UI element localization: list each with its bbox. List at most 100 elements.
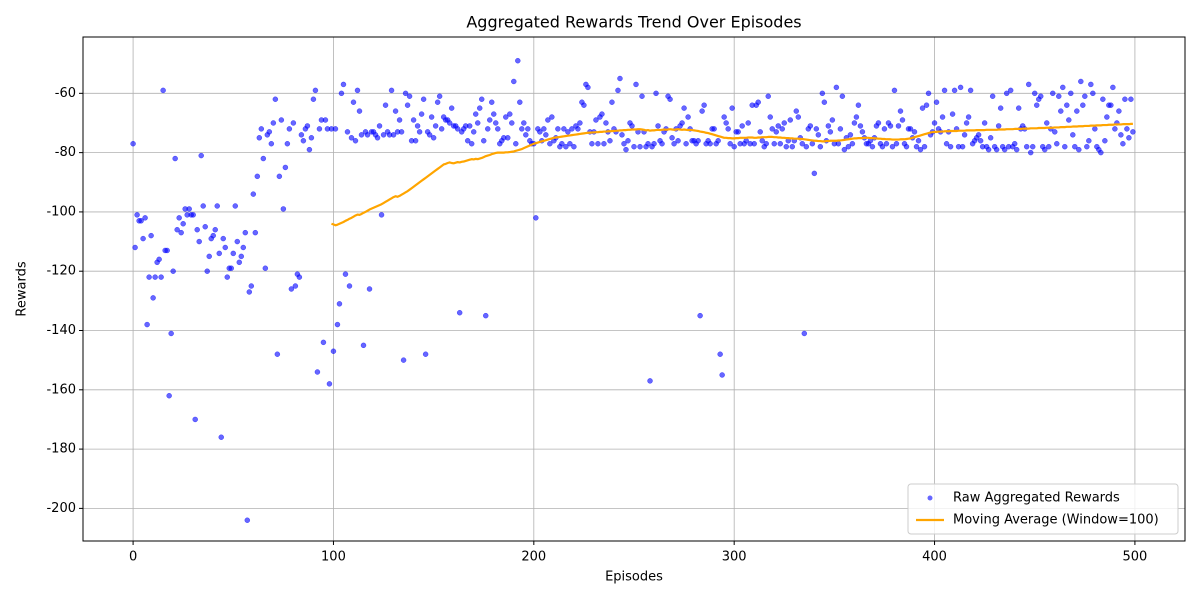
data-point bbox=[683, 140, 689, 147]
data-point bbox=[495, 126, 501, 132]
data-point bbox=[344, 129, 351, 135]
data-point bbox=[130, 140, 136, 147]
data-point bbox=[857, 123, 864, 129]
data-point bbox=[679, 120, 685, 126]
data-point bbox=[296, 274, 303, 280]
data-point bbox=[803, 143, 810, 150]
data-point bbox=[338, 90, 345, 97]
data-point bbox=[198, 152, 204, 159]
data-point bbox=[246, 289, 253, 295]
data-point bbox=[1076, 146, 1082, 153]
data-point bbox=[601, 140, 607, 147]
data-point bbox=[306, 146, 313, 153]
data-point bbox=[310, 96, 317, 103]
data-point bbox=[482, 312, 489, 319]
data-point bbox=[619, 132, 625, 138]
data-point bbox=[575, 126, 581, 132]
data-point bbox=[272, 96, 279, 103]
data-point bbox=[158, 274, 164, 280]
data-point bbox=[833, 84, 840, 91]
data-point bbox=[881, 126, 888, 132]
data-point bbox=[549, 114, 555, 120]
data-point bbox=[623, 146, 629, 153]
data-point bbox=[280, 206, 287, 212]
data-point bbox=[893, 140, 900, 147]
data-point bbox=[721, 114, 727, 120]
data-point bbox=[486, 117, 493, 123]
data-point bbox=[787, 117, 794, 123]
data-point bbox=[1120, 140, 1126, 147]
data-point bbox=[288, 286, 295, 292]
data-point bbox=[164, 247, 170, 254]
data-point bbox=[987, 135, 994, 141]
data-point bbox=[719, 372, 725, 378]
data-point bbox=[567, 140, 573, 147]
legend-label: Moving Average (Window=100) bbox=[953, 513, 1159, 528]
data-point bbox=[156, 256, 162, 263]
legend-swatch bbox=[927, 495, 933, 501]
data-point bbox=[1070, 132, 1076, 138]
data-point bbox=[382, 102, 389, 108]
data-point bbox=[1046, 143, 1052, 150]
data-point bbox=[633, 81, 639, 88]
data-point bbox=[398, 129, 405, 135]
legend-label: Raw Aggregated Rewards bbox=[953, 491, 1120, 506]
data-point bbox=[436, 93, 443, 100]
legend-box bbox=[907, 483, 1179, 535]
data-point bbox=[1007, 87, 1014, 94]
data-point bbox=[456, 309, 463, 316]
data-point bbox=[609, 99, 615, 105]
data-point bbox=[695, 138, 701, 144]
data-point bbox=[993, 146, 1000, 153]
data-point bbox=[390, 132, 397, 138]
data-point bbox=[621, 140, 627, 147]
data-point bbox=[1074, 108, 1080, 114]
data-point bbox=[388, 87, 395, 94]
data-point bbox=[286, 126, 293, 132]
data-point bbox=[731, 143, 737, 150]
x-tick-label: 100 bbox=[321, 550, 346, 565]
data-point bbox=[334, 321, 341, 328]
data-point bbox=[340, 81, 347, 88]
data-point bbox=[420, 96, 427, 103]
data-point bbox=[883, 140, 890, 147]
data-point bbox=[492, 120, 499, 126]
data-point bbox=[779, 126, 786, 132]
data-point bbox=[503, 114, 509, 120]
data-point bbox=[509, 120, 515, 126]
data-point bbox=[933, 99, 940, 105]
y-tick-label: -100 bbox=[46, 204, 76, 219]
data-point bbox=[537, 129, 543, 135]
data-point bbox=[448, 105, 455, 111]
data-point bbox=[1064, 102, 1070, 108]
data-point bbox=[599, 111, 605, 117]
data-point bbox=[949, 111, 956, 117]
data-point bbox=[266, 129, 273, 135]
data-point bbox=[789, 143, 796, 150]
data-point bbox=[392, 108, 399, 114]
data-point bbox=[1088, 81, 1094, 88]
data-point bbox=[593, 117, 599, 123]
data-point bbox=[589, 140, 595, 147]
data-point bbox=[891, 87, 898, 94]
data-point bbox=[468, 140, 475, 147]
data-point bbox=[651, 140, 657, 147]
data-point bbox=[484, 126, 491, 132]
y-tick-label: -200 bbox=[46, 501, 76, 516]
data-point bbox=[346, 283, 353, 289]
data-point bbox=[1023, 143, 1030, 150]
data-point bbox=[190, 212, 196, 218]
data-point bbox=[216, 250, 222, 257]
data-point bbox=[1066, 117, 1072, 123]
data-point bbox=[214, 203, 220, 209]
data-point bbox=[376, 123, 383, 129]
data-point bbox=[981, 120, 988, 126]
y-tick-label: -180 bbox=[46, 442, 76, 457]
data-point bbox=[889, 143, 896, 150]
data-point bbox=[336, 301, 343, 307]
data-point bbox=[961, 132, 968, 138]
data-point bbox=[781, 120, 788, 126]
data-point bbox=[517, 99, 523, 105]
data-point bbox=[432, 123, 439, 129]
data-point bbox=[963, 120, 970, 126]
